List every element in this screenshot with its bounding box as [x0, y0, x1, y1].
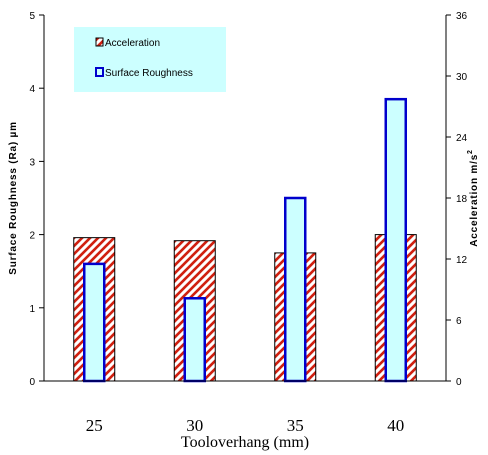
left-tick-label-5: 5: [29, 11, 35, 22]
right-tick-label-24: 24: [456, 133, 468, 144]
legend-label-surface-roughness: Surface Roughness: [105, 68, 193, 79]
surface-roughness-bars: [83, 97, 407, 383]
right-tick-label-30: 30: [456, 72, 468, 83]
left-tick-label-3: 3: [29, 157, 35, 168]
acceleration-bars: [73, 234, 417, 382]
x-axis-ticks: 25 30 35 40: [86, 416, 405, 435]
right-axis-title: Acceleration m/s2: [467, 149, 480, 247]
left-axis-ticks: 0 1 2 3 4 5: [29, 11, 44, 388]
x-tick-label-30: 30: [186, 416, 203, 435]
left-tick-label-2: 2: [29, 231, 35, 242]
right-tick-label-36: 36: [456, 11, 468, 22]
left-tick-label-4: 4: [29, 84, 35, 95]
left-tick-label-1: 1: [29, 304, 35, 315]
left-tick-label-0: 0: [29, 377, 35, 388]
legend-box: [74, 27, 226, 92]
bar-surface-roughness-40: [384, 97, 407, 383]
x-tick-label-25: 25: [86, 416, 103, 435]
x-tick-label-40: 40: [387, 416, 404, 435]
right-tick-label-0: 0: [456, 377, 462, 388]
bar-surface-roughness-35: [284, 196, 307, 383]
bar-surface-roughness-30: [183, 297, 206, 383]
bar-surface-roughness-25: [83, 262, 106, 383]
left-axis-title: Surface Roughness (Ra) µm: [8, 121, 19, 275]
x-tick-label-35: 35: [287, 416, 304, 435]
right-tick-label-18: 18: [456, 194, 468, 205]
right-axis-title-superscript: 2: [467, 149, 474, 154]
legend-swatch-acceleration: [95, 37, 104, 47]
legend-swatch-surface-roughness: [95, 67, 104, 77]
legend: Acceleration Surface Roughness: [74, 27, 226, 92]
right-tick-label-6: 6: [456, 316, 462, 327]
legend-label-acceleration: Acceleration: [105, 38, 160, 49]
right-axis-ticks: 0 6 12 18 24 30 36: [446, 11, 468, 388]
right-tick-label-12: 12: [456, 255, 468, 266]
x-axis-title: Tooloverhang (mm): [181, 434, 309, 451]
right-axis-title-main: Acceleration m/s: [469, 154, 480, 247]
